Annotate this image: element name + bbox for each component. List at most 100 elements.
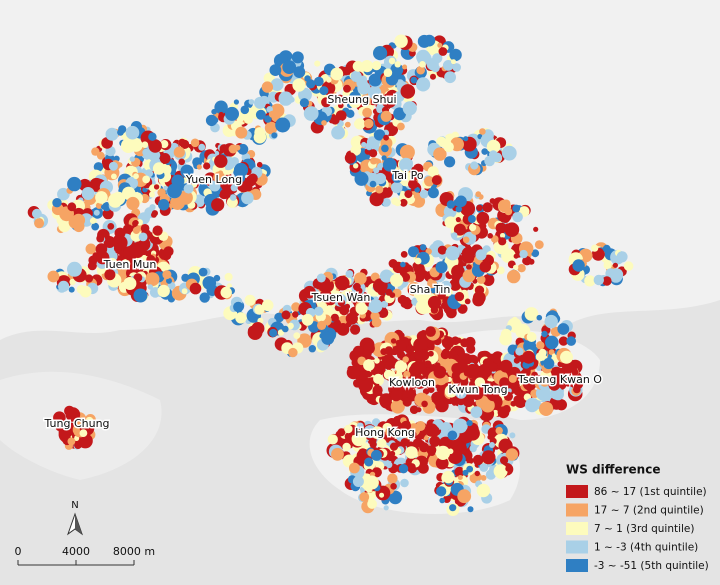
area-patch — [399, 157, 413, 172]
area-patch — [463, 370, 470, 377]
area-patch — [455, 206, 462, 213]
area-patch — [388, 490, 403, 505]
area-patch — [330, 313, 339, 322]
scale-label: 0 — [15, 545, 22, 558]
area-patch — [105, 127, 119, 141]
area-patch — [505, 465, 512, 472]
area-patch — [543, 357, 555, 370]
area-patch — [356, 422, 364, 430]
legend: WS difference 86 ~ 17 (1st quintile) 17 ~… — [566, 463, 709, 572]
area-patch — [326, 77, 332, 83]
area-patch — [394, 199, 402, 207]
area-patch — [399, 335, 405, 341]
legend-label: -3 ~ -51 (5th quintile) — [594, 560, 709, 572]
legend-swatch — [566, 485, 588, 498]
legend-swatch — [566, 540, 588, 554]
area-patch — [261, 299, 274, 312]
area-patch — [491, 235, 499, 243]
area-patch — [476, 275, 486, 284]
area-patch — [453, 223, 466, 236]
area-patch — [198, 267, 208, 277]
place-label: Sheung Shui — [327, 93, 396, 106]
area-patch — [573, 385, 581, 394]
area-patch — [427, 187, 439, 199]
area-patch — [58, 219, 71, 233]
place-label: Sha Tin — [410, 283, 451, 296]
area-patch — [354, 118, 366, 130]
area-patch — [440, 302, 449, 310]
area-patch — [544, 314, 558, 329]
area-patch — [375, 194, 384, 203]
area-patch — [162, 270, 172, 280]
area-patch — [362, 349, 372, 359]
place-label: Yuen Long — [185, 173, 242, 186]
area-patch — [190, 138, 200, 148]
area-patch — [96, 234, 105, 243]
area-patch — [364, 475, 379, 490]
area-patch — [429, 61, 436, 67]
area-patch — [364, 118, 374, 129]
legend-label: 86 ~ 17 (1st quintile) — [594, 486, 707, 498]
area-patch — [474, 285, 485, 295]
area-patch — [391, 181, 403, 194]
area-patch — [499, 359, 513, 373]
area-patch — [344, 303, 351, 310]
area-patch — [108, 161, 118, 171]
area-patch — [271, 132, 278, 139]
area-patch — [350, 324, 361, 335]
area-patch — [391, 43, 397, 49]
area-patch — [67, 437, 76, 446]
area-patch — [444, 156, 456, 168]
area-patch — [446, 200, 456, 209]
area-patch — [558, 336, 569, 346]
area-patch — [270, 78, 284, 91]
area-patch — [501, 145, 517, 161]
area-patch — [400, 272, 411, 282]
area-patch — [425, 326, 436, 337]
area-patch — [244, 294, 256, 306]
area-patch — [292, 311, 299, 318]
area-patch — [456, 397, 465, 406]
area-patch — [541, 330, 548, 338]
area-patch — [167, 183, 182, 199]
area-patch — [214, 100, 228, 114]
area-patch — [411, 431, 417, 437]
area-patch — [399, 198, 408, 207]
area-patch — [383, 68, 393, 77]
area-patch — [395, 79, 405, 88]
area-patch — [441, 336, 455, 349]
area-patch — [499, 377, 510, 388]
area-patch — [148, 132, 157, 141]
area-patch — [436, 486, 447, 497]
area-patch — [416, 65, 426, 75]
area-patch — [384, 346, 394, 355]
area-patch — [481, 148, 489, 155]
area-patch — [230, 184, 238, 192]
area-patch — [123, 224, 134, 235]
area-patch — [423, 435, 429, 441]
area-patch — [96, 151, 105, 160]
area-patch — [170, 195, 186, 210]
area-patch — [389, 450, 396, 457]
area-patch — [189, 282, 202, 295]
area-patch — [462, 469, 469, 476]
area-patch — [512, 316, 518, 323]
area-patch — [354, 272, 367, 285]
area-patch — [368, 299, 383, 313]
area-patch — [394, 34, 408, 48]
area-patch — [196, 164, 202, 170]
area-patch — [390, 399, 405, 414]
area-patch — [373, 129, 386, 141]
area-patch — [101, 204, 107, 210]
area-patch — [228, 144, 238, 154]
area-patch — [211, 108, 217, 115]
area-patch — [502, 199, 511, 208]
area-patch — [298, 87, 312, 102]
area-patch — [413, 350, 423, 360]
area-patch — [229, 194, 237, 201]
area-patch — [496, 266, 505, 275]
area-patch — [536, 314, 543, 321]
area-patch — [507, 269, 521, 284]
area-patch — [402, 356, 409, 363]
area-patch — [151, 212, 157, 218]
